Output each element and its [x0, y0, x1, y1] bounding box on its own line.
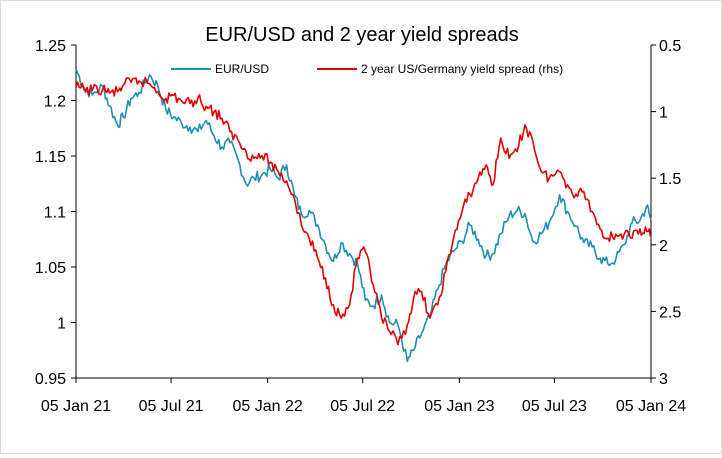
x-tick-label: 05 Jul 22	[330, 398, 395, 415]
legend-label-eurusd: EUR/USD	[215, 62, 269, 76]
x-tick-label: 05 Jan 24	[616, 398, 686, 415]
y-left-tick-label: 1.1	[44, 205, 66, 222]
x-tick-label: 05 Jul 21	[139, 398, 204, 415]
y-left-tick-label: 1.25	[35, 38, 66, 55]
series-line-yield-spread	[75, 76, 652, 346]
legend: EUR/USD 2 year US/Germany yield spread (…	[171, 62, 563, 76]
y-right-tick-label: 2.5	[659, 304, 681, 321]
axes: 0.95 1 1.05 1.1 1.15 1.2 1.25 0.5 1 1.5 2 2.5 3 05 Ja…	[35, 38, 686, 415]
x-tick-label: 05 Jan 23	[424, 398, 494, 415]
series-layer	[75, 69, 652, 363]
y-right-tick-label: 1	[659, 105, 668, 122]
x-tick-label: 05 Jan 22	[233, 398, 303, 415]
y-left-tick-label: 1.05	[35, 260, 66, 277]
y-left-tick-label: 1	[57, 316, 66, 333]
y-left-tick-label: 1.2	[44, 94, 66, 111]
legend-label-yield-spread: 2 year US/Germany yield spread (rhs)	[361, 62, 563, 76]
x-tick-label: 05 Jul 23	[522, 398, 587, 415]
y-right-tick-label: 0.5	[659, 38, 681, 55]
y-right-tick-label: 2	[659, 238, 668, 255]
x-tick-label: 05 Jan 21	[41, 398, 111, 415]
chart-title: EUR/USD and 2 year yield spreads	[205, 24, 518, 46]
y-right-tick-label: 3	[659, 371, 668, 388]
y-right-tick-label: 1.5	[659, 171, 681, 188]
series-line-eurusd	[75, 69, 652, 363]
y-left-tick-label: 1.15	[35, 149, 66, 166]
y-left-tick-label: 0.95	[35, 371, 66, 388]
